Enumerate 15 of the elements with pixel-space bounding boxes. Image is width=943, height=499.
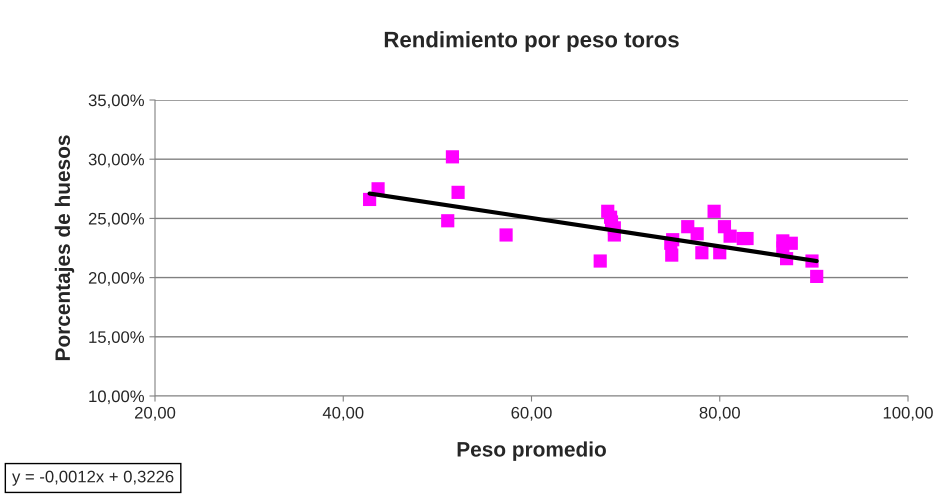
x-tick-label: 80,00 [700,406,740,421]
chart-title: Rendimiento por peso toros [384,31,679,52]
x-tick-label: 100,00 [884,406,933,421]
x-tick-label: 40,00 [322,406,364,421]
y-tick-label: 10,00% [89,390,144,404]
x-tick-label: 20,00 [134,406,176,421]
y-tick-label: 30,00% [88,154,144,168]
y-tick-label: 25,00% [88,212,144,227]
text: y = -0,0012x + 0,3226 [12,470,174,486]
y-axis-title: Porcentajes de huesos [54,135,74,360]
y-tick-label: 20,00% [88,272,144,286]
x-axis-title: Peso promedio [458,441,606,461]
y-tick-label: 15,00% [89,331,144,345]
y-tick-label: 35,00% [88,94,144,108]
x-tick-label: 60,00 [511,406,552,421]
